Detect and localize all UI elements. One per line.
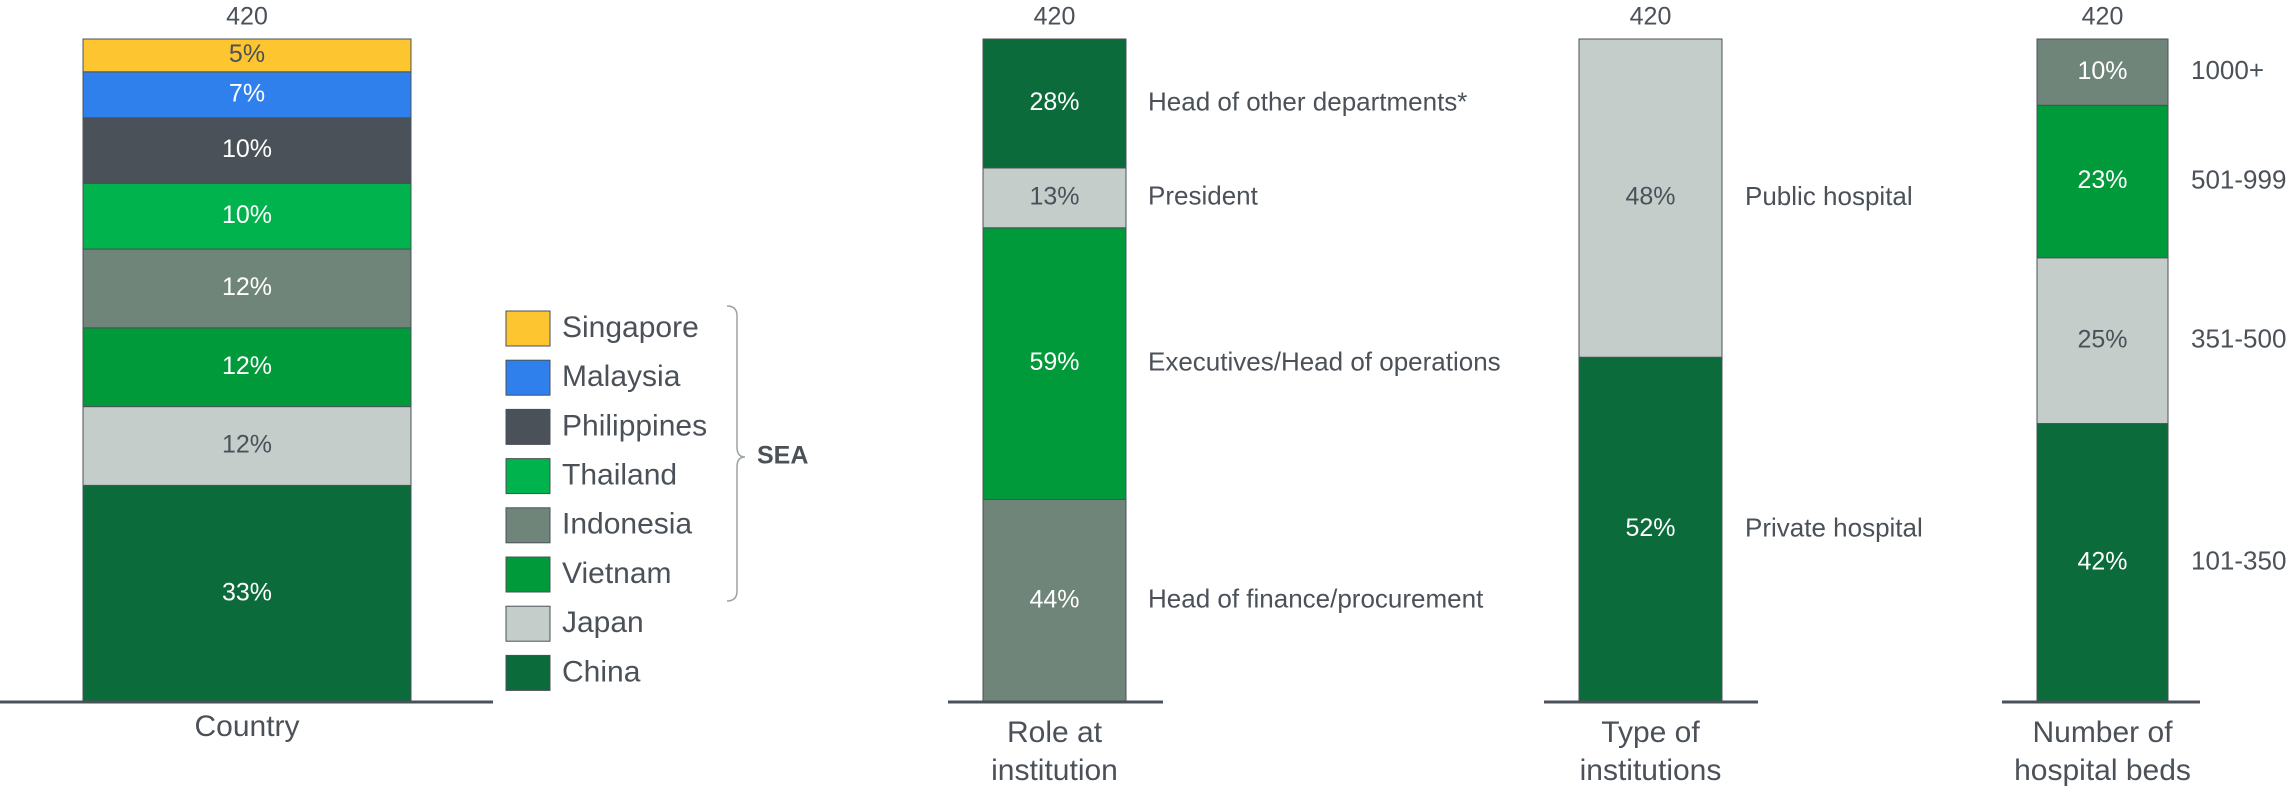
legend-label: China (562, 655, 641, 688)
value-label: 12% (222, 352, 272, 380)
segment-label: Head of other departments* (1148, 86, 1467, 116)
value-label: 5% (229, 40, 265, 68)
segment-label: Public hospital (1745, 181, 1913, 211)
legend-label: Thailand (562, 459, 677, 492)
value-label: 13% (1029, 182, 1079, 210)
value-label: 10% (222, 135, 272, 163)
value-label: 10% (2077, 57, 2127, 85)
value-label: 33% (222, 578, 272, 606)
total-label: 420 (226, 3, 268, 31)
category-label: institutions (1580, 754, 1722, 787)
bar-segment (982, 167, 1127, 229)
legend-label: Vietnam (562, 557, 672, 590)
bar-segment (82, 484, 412, 703)
value-label: 12% (222, 431, 272, 459)
segment-label: 501-999 (2191, 164, 2286, 194)
bar-segment (1578, 356, 1723, 703)
segment-label: Head of finance/procurement (1148, 584, 1484, 614)
total-label: 420 (1630, 3, 1672, 31)
bar-segment (2036, 257, 2169, 425)
bar-segment (82, 71, 412, 119)
value-label: 12% (222, 273, 272, 301)
value-label: 10% (222, 201, 272, 229)
segment-label: 351-500 (2191, 324, 2286, 354)
bar-segment (982, 498, 1127, 703)
legend-swatch (505, 458, 551, 495)
segment-label: 1000+ (2191, 55, 2264, 85)
legend-swatch (505, 408, 551, 445)
legend-swatch (505, 654, 551, 691)
legend-swatch (505, 310, 551, 347)
legend-brace (726, 305, 746, 602)
value-label: 42% (2077, 547, 2127, 575)
category-label: Role at (1007, 716, 1103, 749)
value-label: 7% (229, 79, 265, 107)
total-label: 420 (1034, 3, 1076, 31)
value-label: 52% (1625, 514, 1675, 542)
bar-segment (82, 117, 412, 184)
bar-segment (2036, 423, 2169, 703)
category-label: Country (194, 710, 299, 743)
value-label: 23% (2077, 166, 2127, 194)
legend-label: Malaysia (562, 360, 681, 393)
legend-swatch (505, 359, 551, 396)
value-label: 28% (1029, 88, 1079, 116)
category-label: institution (991, 754, 1118, 787)
value-label: 48% (1625, 183, 1675, 211)
value-label: 25% (2077, 325, 2127, 353)
legend-swatch (505, 605, 551, 642)
legend-label: Indonesia (562, 508, 692, 541)
bar-segment (82, 182, 412, 250)
bar-segment (82, 406, 412, 486)
legend-swatch (505, 556, 551, 593)
value-label: 59% (1029, 348, 1079, 376)
legend-label: Philippines (562, 409, 707, 442)
segment-label: 101-350 (2191, 546, 2286, 576)
legend-swatch (505, 507, 551, 544)
segment-label: Private hospital (1745, 512, 1923, 542)
bar-segment (2036, 104, 2169, 259)
bar-segment (982, 38, 1127, 169)
legend-label: Japan (562, 606, 644, 639)
bar-segment (1578, 38, 1723, 358)
value-label: 44% (1029, 585, 1079, 613)
category-label: hospital beds (2014, 754, 2191, 787)
legend-group-label: SEA (757, 442, 808, 470)
bar-segment (2036, 38, 2169, 106)
segment-label: Executives/Head of operations (1148, 346, 1501, 376)
category-label: Type of (1601, 716, 1700, 749)
bar-segment (82, 248, 412, 329)
total-label: 420 (2082, 3, 2124, 31)
bar-segment (982, 227, 1127, 500)
category-label: Number of (2032, 716, 2173, 749)
legend-label: Singapore (562, 311, 699, 344)
bar-segment (82, 38, 412, 73)
segment-label: President (1148, 181, 1259, 211)
